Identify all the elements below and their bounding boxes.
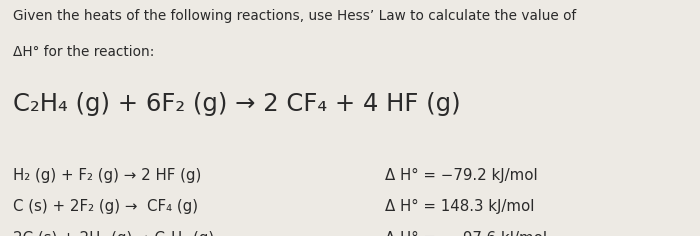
Text: H₂ (g) + F₂ (g) → 2 HF (g): H₂ (g) + F₂ (g) → 2 HF (g) — [13, 168, 201, 183]
Text: 2C (s) + 2H₂ (g) → C₂H₄ (g): 2C (s) + 2H₂ (g) → C₂H₄ (g) — [13, 231, 214, 236]
Text: C (s) + 2F₂ (g) →  CF₄ (g): C (s) + 2F₂ (g) → CF₄ (g) — [13, 199, 197, 215]
Text: C₂H₄ (g) + 6F₂ (g) → 2 CF₄ + 4 HF (g): C₂H₄ (g) + 6F₂ (g) → 2 CF₄ + 4 HF (g) — [13, 92, 460, 116]
Text: Given the heats of the following reactions, use Hess’ Law to calculate the value: Given the heats of the following reactio… — [13, 9, 576, 23]
Text: Δ H° = −79.2 kJ/mol: Δ H° = −79.2 kJ/mol — [385, 168, 538, 183]
Text: ΔH° for the reaction:: ΔH° for the reaction: — [13, 45, 154, 59]
Text: Δ H° =  − 97.6 kJ/mol: Δ H° = − 97.6 kJ/mol — [385, 231, 547, 236]
Text: Δ H° = 148.3 kJ/mol: Δ H° = 148.3 kJ/mol — [385, 199, 535, 215]
